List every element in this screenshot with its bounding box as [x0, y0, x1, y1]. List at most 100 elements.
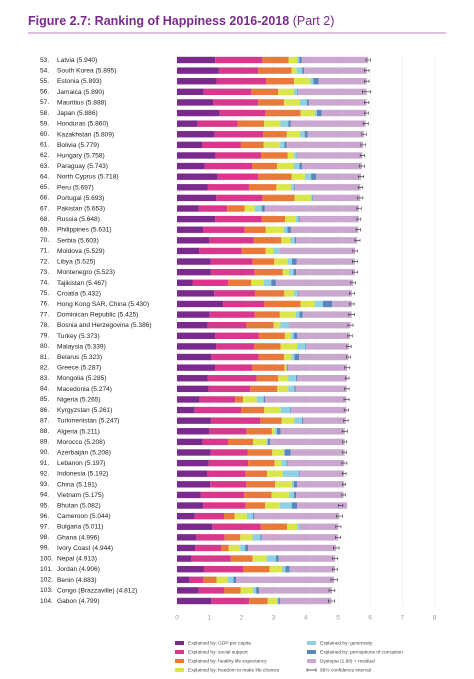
- row-label: Jordan (4.906): [57, 566, 100, 573]
- bar-segment: [261, 534, 338, 541]
- bar-segment: [291, 406, 347, 414]
- bar-segment: [278, 88, 294, 96]
- rank-label: 73.: [40, 269, 49, 276]
- bar-segment: [299, 56, 302, 64]
- legend-label: Explained by: healthy life expectancy: [188, 658, 267, 664]
- bar-segment: [275, 481, 292, 488]
- bar-segment: [291, 67, 297, 74]
- bar-segment: [293, 184, 295, 191]
- error-bar: [338, 503, 344, 508]
- bar-segment: [263, 396, 266, 403]
- bar-segment: [252, 162, 278, 170]
- bar-segment: [224, 534, 241, 541]
- bar-segment: [290, 237, 295, 244]
- error-bar: [355, 228, 361, 232]
- bar-segment: [243, 565, 270, 573]
- score-label: (5.208): [84, 439, 105, 446]
- bar-segment: [291, 353, 295, 361]
- row-label: Jamaica (5.890): [57, 89, 104, 96]
- country-name: Vietnam: [57, 492, 82, 499]
- x-tick-label: 0: [175, 615, 179, 622]
- bar-segment: [208, 459, 249, 467]
- bar-segment: [310, 78, 314, 85]
- bar-segment: [296, 375, 298, 382]
- bar-segment: [289, 491, 294, 499]
- score-label: (5.895): [96, 67, 117, 74]
- score-label: (4.883): [76, 577, 97, 584]
- legend-swatch: [307, 659, 316, 663]
- bar-segment: [177, 544, 196, 552]
- error-bar: [349, 291, 355, 295]
- country-name: Macedonia: [57, 386, 90, 393]
- error-bar: [328, 588, 336, 592]
- bar-segment: [224, 587, 241, 594]
- row-label: Turkey (5.373): [57, 333, 100, 340]
- country-name: Latvia: [57, 57, 75, 64]
- row-label: Ghana (4.996): [57, 534, 100, 541]
- row-label: Montenegro (5.523): [57, 269, 115, 276]
- bar-segment: [177, 78, 217, 85]
- row-label: Bhutan (5.082): [57, 502, 101, 509]
- bar-segment: [236, 576, 335, 583]
- bar-segment: [211, 353, 259, 361]
- bar-segment: [301, 56, 369, 64]
- bar-segment: [286, 141, 364, 149]
- bar-segment: [265, 502, 280, 509]
- row-label: Russia (5.648): [57, 216, 100, 223]
- legend-label: Explained by: social support: [188, 649, 248, 655]
- score-label: (5.603): [78, 237, 99, 244]
- bar-segment: [252, 512, 255, 520]
- rank-label: 99.: [40, 545, 49, 552]
- score-label: (5.888): [86, 99, 107, 106]
- bar-segment: [294, 194, 311, 202]
- row-label: Kazakhstan (5.809): [57, 131, 114, 138]
- bar-segment: [259, 587, 332, 594]
- x-tick-label: 1: [207, 615, 211, 622]
- rank-label: 54.: [40, 67, 49, 74]
- row-label: Belarus (5.323): [57, 354, 102, 361]
- bar-segment: [250, 385, 278, 393]
- bar-segment: [276, 184, 292, 191]
- country-name: Gabon: [57, 598, 77, 605]
- score-label: (5.779): [78, 142, 99, 149]
- bar-segment: [251, 88, 279, 96]
- rank-label: 97.: [40, 523, 49, 530]
- bar-segment: [295, 385, 347, 393]
- score-label: (4.913): [76, 555, 97, 562]
- bar-segment: [288, 375, 297, 382]
- rank-label: 55.: [40, 78, 49, 85]
- rank-label: 87.: [40, 417, 49, 424]
- bar-segment: [177, 290, 215, 297]
- bar-segment: [284, 332, 292, 340]
- score-label: (5.425): [117, 311, 138, 318]
- bar-segment: [197, 120, 238, 127]
- error-bar: [341, 472, 347, 476]
- country-name: Indonesia: [57, 470, 86, 477]
- rank-label: 98.: [40, 534, 49, 541]
- bar-segment: [297, 56, 300, 64]
- bar-segment: [204, 162, 253, 170]
- bar-segment: [299, 162, 303, 170]
- bar-segment: [281, 459, 287, 467]
- error-bar: [330, 578, 338, 582]
- bar-segment: [215, 215, 262, 223]
- score-label: (4.906): [79, 566, 100, 573]
- legend-swatch: [307, 641, 316, 645]
- rank-label: 86.: [40, 407, 49, 414]
- row-label: Philippines (5.631): [57, 226, 112, 233]
- bar-segment: [258, 99, 284, 106]
- bar-segment: [227, 438, 254, 446]
- bar-segment: [262, 56, 289, 64]
- score-label: (5.261): [91, 407, 112, 414]
- bar-segment: [281, 565, 286, 573]
- x-tick-label: 8: [433, 615, 437, 622]
- country-name: Japan: [57, 110, 75, 117]
- bar-segment: [296, 237, 358, 244]
- bar-segment: [289, 565, 335, 573]
- score-label: (5.373): [79, 333, 100, 340]
- score-label: (5.525): [75, 258, 96, 265]
- bar-segment: [198, 205, 228, 212]
- bar-segment: [283, 353, 292, 361]
- bar-segment: [291, 332, 294, 340]
- bar-segment: [177, 449, 211, 456]
